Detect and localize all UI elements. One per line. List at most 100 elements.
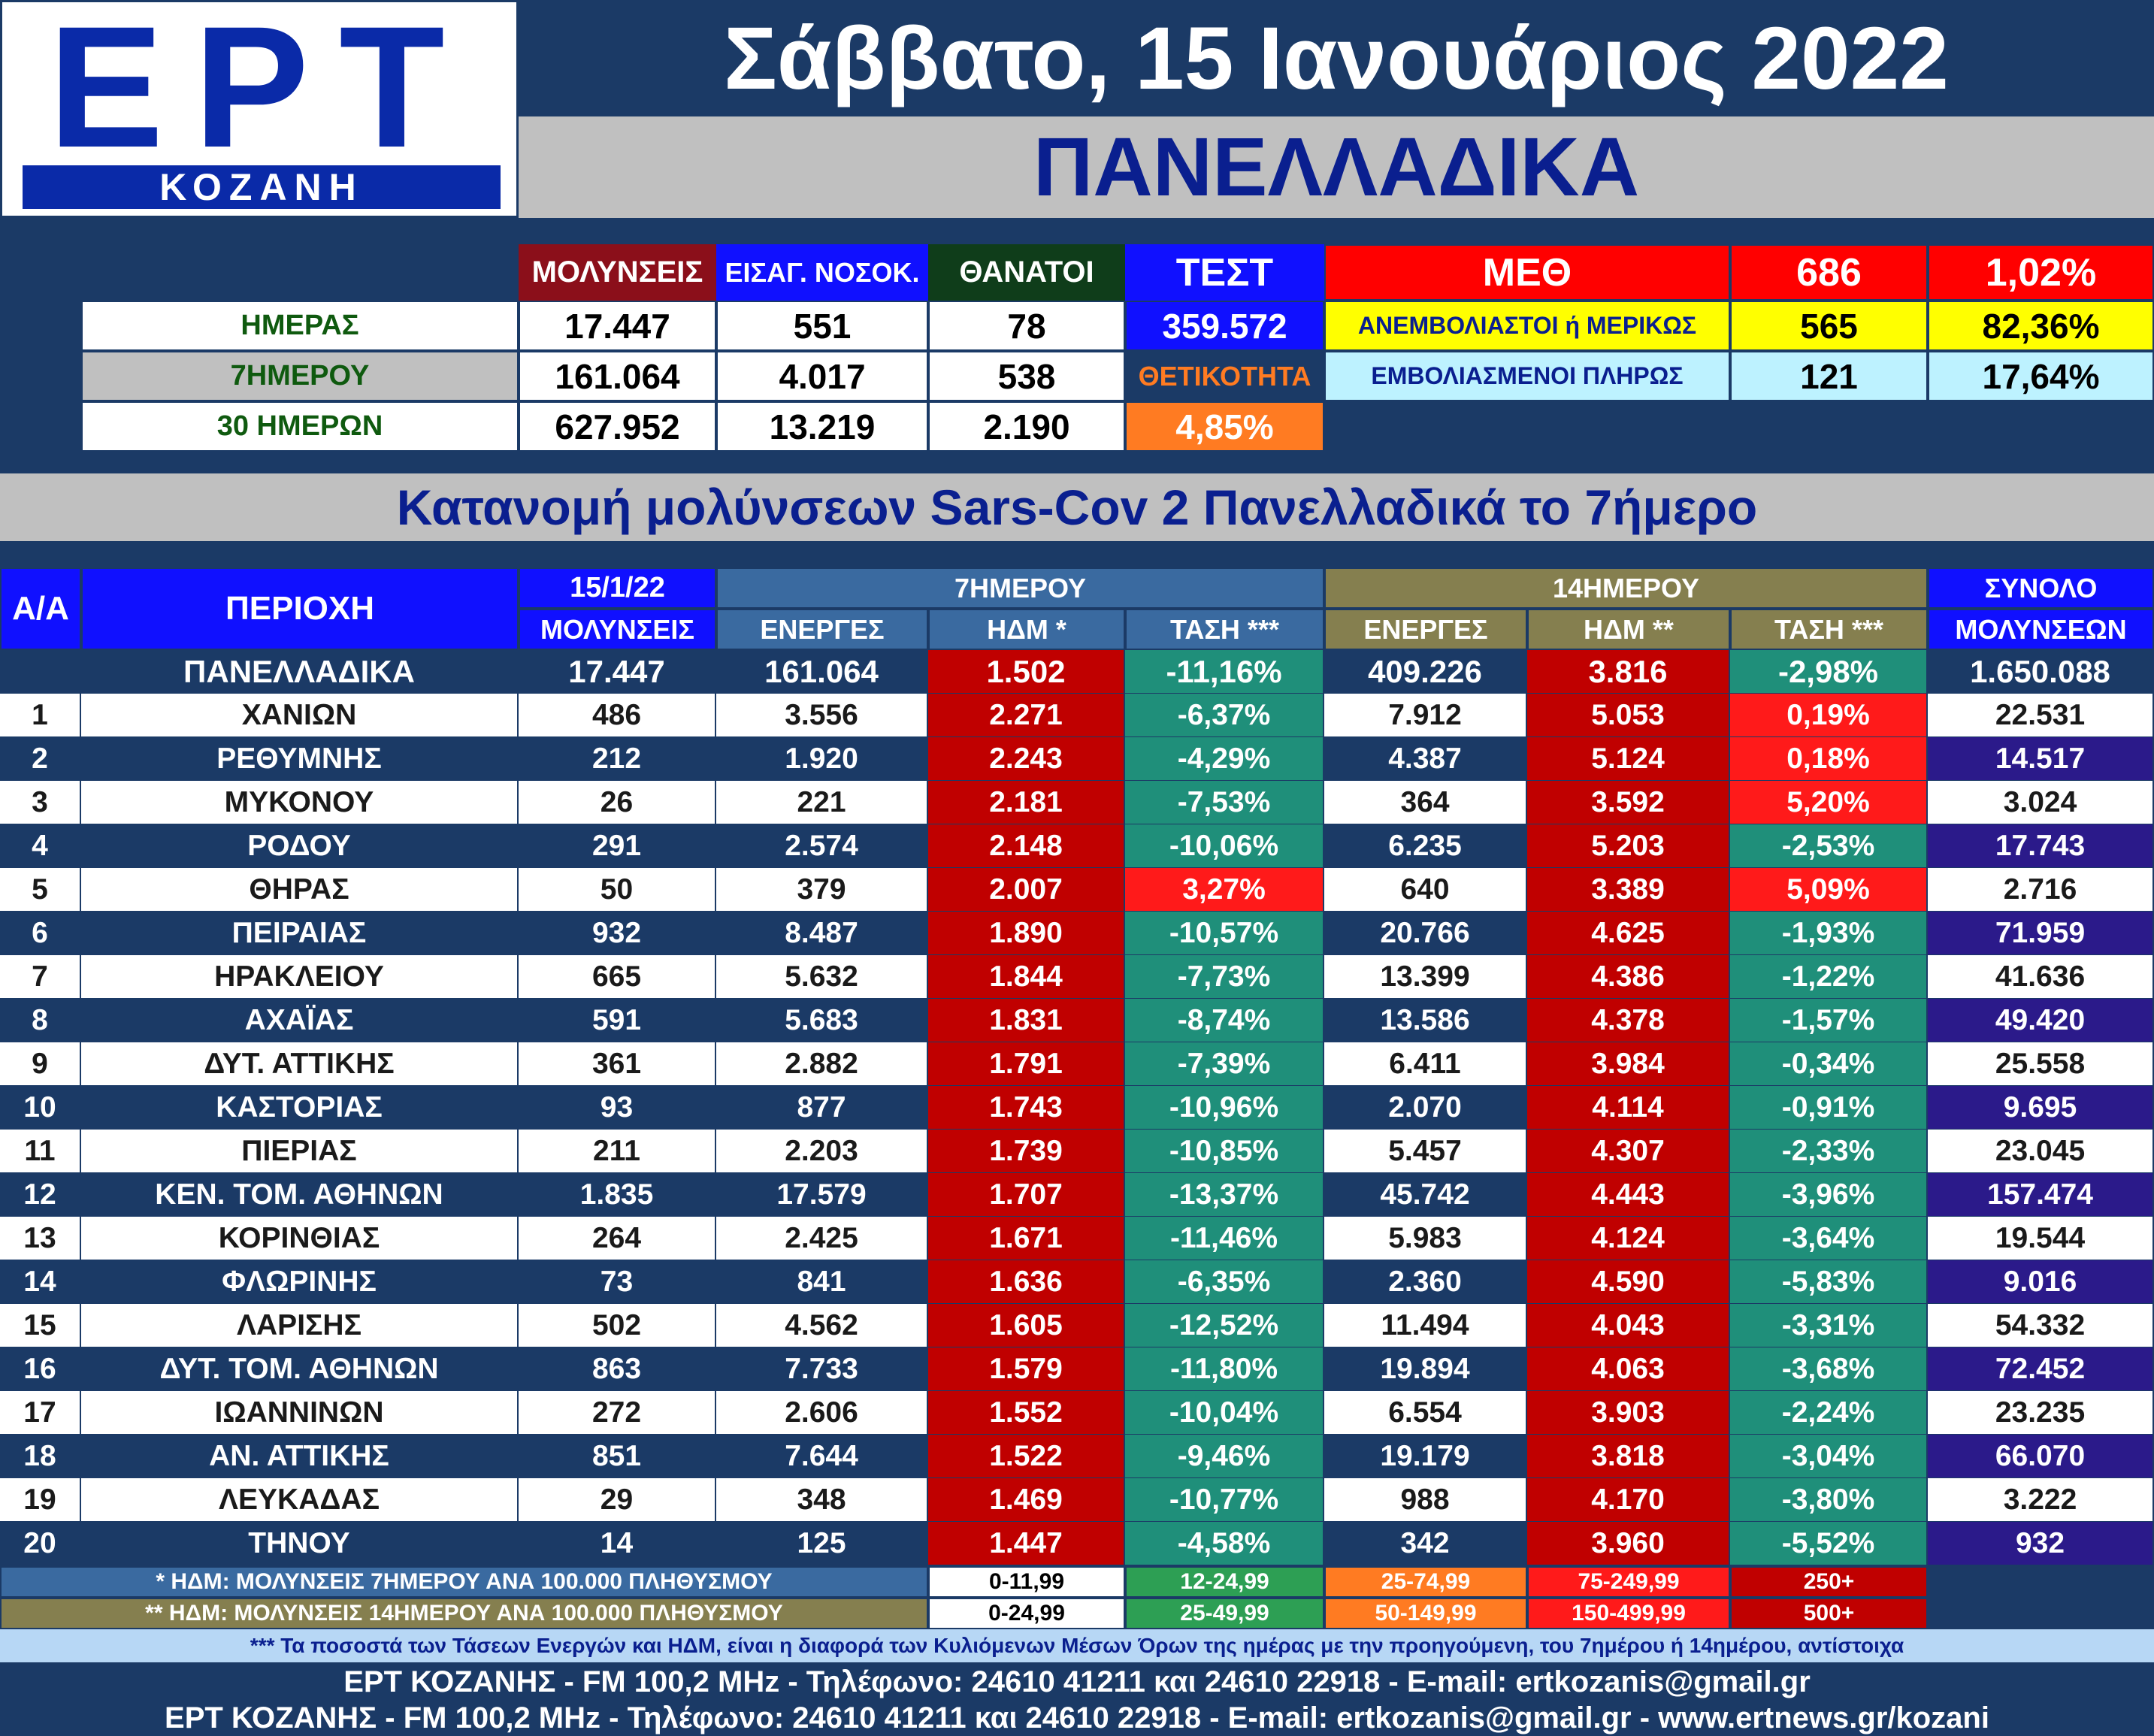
row-index: 12 (0, 1173, 81, 1217)
legend-7day-label: * ΗΔΜ: ΜΟΛΥΝΣΕΙΣ 7ΗΜΕΡΟΥ ΑΝΑ 100.000 ΠΛΗ… (0, 1566, 928, 1598)
row-active-14d: 640 (1324, 868, 1527, 912)
row-active-14d: 11.494 (1324, 1304, 1527, 1347)
row-idm-7d: 1.844 (928, 955, 1125, 999)
row-trend-7d: 3,27% (1125, 868, 1324, 912)
row-area: ΜΥΚΟΝΟΥ (81, 781, 519, 824)
row-active-7d: 7.644 (716, 1435, 928, 1478)
row-index: 6 (0, 912, 81, 955)
row-trend-14d: -5,83% (1730, 1260, 1928, 1304)
row-index: 15 (0, 1304, 81, 1347)
row-area: ΡΕΘΥΜΝΗΣ (81, 737, 519, 781)
row-index: 13 (0, 1217, 81, 1260)
row-total: 3.024 (1928, 781, 2154, 824)
row-idm-7d: 2.243 (928, 737, 1125, 781)
row-area: ΠΙΕΡΙΑΣ (81, 1130, 519, 1173)
row-trend-14d: 0,19% (1730, 694, 1928, 737)
row-day-infections: 17.447 (519, 650, 716, 694)
row-trend-7d: -10,96% (1125, 1086, 1324, 1130)
row-day-infections: 502 (519, 1304, 716, 1347)
row-idm-14d: 4.063 (1527, 1347, 1730, 1391)
row-index: 8 (0, 999, 81, 1042)
row-area: ΑΝ. ΑΤΤΙΚΗΣ (81, 1435, 519, 1478)
row-idm-14d: 5.053 (1527, 694, 1730, 737)
row-total: 25.558 (1928, 1042, 2154, 1086)
summary-admissions-value: 4.017 (716, 351, 928, 401)
row-total: 157.474 (1928, 1173, 2154, 1217)
page-date: Σάββατο, 15 Ιανουάριος 2022 (519, 0, 2154, 116)
row-trend-14d: -3,96% (1730, 1173, 1928, 1217)
row-index: 4 (0, 824, 81, 868)
legend-7day-range: 25-74,99 (1324, 1566, 1527, 1598)
row-idm-7d: 1.831 (928, 999, 1125, 1042)
row-index: 16 (0, 1347, 81, 1391)
row-day-infections: 212 (519, 737, 716, 781)
icu-percent: 1,02% (1928, 244, 2154, 301)
legend-14day-range: 500+ (1730, 1598, 1928, 1629)
summary-infections-value: 161.064 (519, 351, 716, 401)
row-area: ΠΑΝΕΛΛΑΔΙΚΑ (81, 650, 519, 694)
row-active-7d: 5.632 (716, 955, 928, 999)
row-idm-7d: 1.636 (928, 1260, 1125, 1304)
row-total: 17.743 (1928, 824, 2154, 868)
row-day-infections: 591 (519, 999, 716, 1042)
legend-14day-range: 50-149,99 (1324, 1598, 1527, 1629)
row-active-14d: 6.554 (1324, 1391, 1527, 1435)
row-trend-14d: 0,18% (1730, 737, 1928, 781)
row-trend-14d: -1,57% (1730, 999, 1928, 1042)
row-total: 41.636 (1928, 955, 2154, 999)
row-area: ΚΕΝ. ΤΟΜ. ΑΘΗΝΩΝ (81, 1173, 519, 1217)
row-index: 5 (0, 868, 81, 912)
row-area: ΡΟΔΟΥ (81, 824, 519, 868)
row-idm-14d: 4.386 (1527, 955, 1730, 999)
row-active-14d: 342 (1324, 1522, 1527, 1565)
row-active-7d: 2.203 (716, 1130, 928, 1173)
row-day-infections: 932 (519, 912, 716, 955)
footnote: *** Τα ποσοστά των Τάσεων Ενεργών και ΗΔ… (0, 1629, 2154, 1662)
row-active-14d: 6.235 (1324, 824, 1527, 868)
summary-infections-value: 17.447 (519, 301, 716, 351)
row-total: 54.332 (1928, 1304, 2154, 1347)
row-area: ΑΧΑΪΑΣ (81, 999, 519, 1042)
row-area: ΚΟΡΙΝΘΙΑΣ (81, 1217, 519, 1260)
row-active-7d: 3.556 (716, 694, 928, 737)
row-idm-14d: 3.903 (1527, 1391, 1730, 1435)
legend-7day-range: 12-24,99 (1125, 1566, 1324, 1598)
row-active-7d: 5.683 (716, 999, 928, 1042)
row-active-7d: 7.733 (716, 1347, 928, 1391)
icu-unvaccinated-percent: 82,36% (1928, 301, 2154, 351)
col-header-total: ΣΥΝΟΛΟ (1928, 567, 2154, 609)
row-area: ΘΗΡΑΣ (81, 868, 519, 912)
row-idm-7d: 1.605 (928, 1304, 1125, 1347)
row-index: 3 (0, 781, 81, 824)
row-trend-14d: 5,20% (1730, 781, 1928, 824)
row-index: 1 (0, 694, 81, 737)
col-header-aa: Α/Α (0, 567, 81, 650)
row-total: 22.531 (1928, 694, 2154, 737)
row-total: 19.544 (1928, 1217, 2154, 1260)
row-idm-7d: 2.148 (928, 824, 1125, 868)
row-trend-14d: -3,80% (1730, 1478, 1928, 1522)
row-idm-14d: 4.378 (1527, 999, 1730, 1042)
row-trend-7d: -11,16% (1125, 650, 1324, 694)
row-idm-14d: 3.389 (1527, 868, 1730, 912)
row-area: ΛΑΡΙΣΗΣ (81, 1304, 519, 1347)
row-idm-7d: 1.447 (928, 1522, 1125, 1565)
row-idm-14d: 5.124 (1527, 737, 1730, 781)
row-active-14d: 13.399 (1324, 955, 1527, 999)
row-trend-7d: -7,39% (1125, 1042, 1324, 1086)
row-active-7d: 8.487 (716, 912, 928, 955)
row-trend-14d: -3,64% (1730, 1217, 1928, 1260)
row-active-14d: 7.912 (1324, 694, 1527, 737)
row-trend-7d: -10,85% (1125, 1130, 1324, 1173)
row-index: 19 (0, 1478, 81, 1522)
row-trend-14d: -3,31% (1730, 1304, 1928, 1347)
row-day-infections: 29 (519, 1478, 716, 1522)
row-day-infections: 291 (519, 824, 716, 868)
row-day-infections: 665 (519, 955, 716, 999)
row-trend-14d: -2,33% (1730, 1130, 1928, 1173)
row-total: 2.716 (1928, 868, 2154, 912)
row-trend-7d: -8,74% (1125, 999, 1324, 1042)
icu-vaccinated-label: ΕΜΒΟΛΙΑΣΜΕΝΟΙ ΠΛΗΡΩΣ (1324, 351, 1730, 401)
row-index (0, 650, 81, 694)
row-trend-14d: -3,04% (1730, 1435, 1928, 1478)
